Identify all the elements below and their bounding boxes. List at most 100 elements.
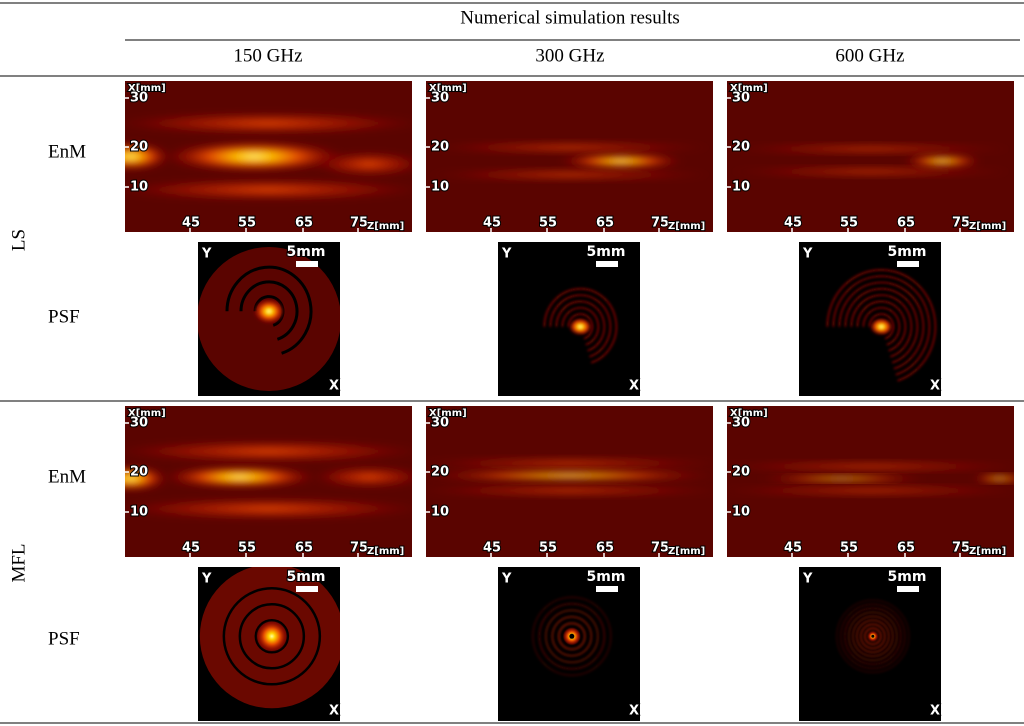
psf-image: [498, 242, 640, 396]
heatmap-bg: [426, 81, 713, 232]
row-group-label: MFL: [8, 543, 29, 582]
heatmap: [727, 81, 1014, 232]
axis-label: Z[mm]: [668, 221, 705, 232]
header-title: Numerical simulation results: [460, 7, 680, 28]
axis-label: Z[mm]: [969, 546, 1006, 557]
tick-label: 20: [431, 465, 449, 480]
tick-label: 10: [431, 505, 449, 520]
tick-label: 30: [130, 91, 148, 106]
scale-label: 5mm: [287, 569, 326, 585]
psf-image: [498, 567, 640, 721]
axis-label: Z[mm]: [969, 221, 1006, 232]
tick-label: 55: [840, 216, 858, 231]
tick-label: 65: [596, 216, 614, 231]
beam: [111, 113, 427, 134]
enm-map: X[mm]30201045556575Z[mm]: [93, 406, 426, 557]
scale-label: 5mm: [888, 569, 927, 585]
beam: [162, 466, 317, 487]
tick-label: 45: [483, 216, 501, 231]
scale-bar: [296, 261, 318, 267]
tick-label: 55: [840, 541, 858, 556]
psf-map: Y 5mm X: [498, 242, 640, 396]
beam: [727, 168, 1014, 176]
axis-label: Z[mm]: [367, 221, 404, 232]
beam: [111, 179, 427, 200]
tick-label: 75: [952, 541, 970, 556]
heatmap-bg: [727, 406, 1014, 557]
psf-image: [197, 242, 341, 396]
heatmap-bg: [426, 406, 713, 557]
tick-label: 20: [130, 140, 148, 155]
tick-label: 55: [238, 541, 256, 556]
psf-bg: [799, 242, 941, 396]
tick-label: 30: [732, 416, 750, 431]
beam: [111, 441, 427, 462]
axis-label: Y: [802, 572, 813, 587]
psf-bg: [498, 242, 640, 396]
beam: [756, 476, 928, 481]
tick-label: 75: [350, 216, 368, 231]
tick-label: 55: [539, 541, 557, 556]
psf-image: [799, 567, 941, 721]
tick-label: 75: [651, 216, 669, 231]
scale-label: 5mm: [287, 244, 326, 260]
figure-table: Numerical simulation results 150 GHz 300 …: [0, 0, 1024, 726]
axis-label: Y: [201, 247, 212, 262]
column-header: 600 GHz: [835, 45, 904, 66]
tick-label: 30: [732, 91, 750, 106]
psf-map: Y 5mm X: [799, 567, 941, 721]
beam: [426, 143, 713, 152]
tick-label: 75: [952, 216, 970, 231]
heatmap: [426, 81, 713, 232]
tick-label: 45: [182, 216, 200, 231]
beam: [727, 145, 1014, 153]
axis-label: X: [930, 379, 940, 394]
tick-label: 45: [182, 541, 200, 556]
psf-map: Y 5mm X: [197, 242, 341, 396]
column-header: 150 GHz: [233, 45, 302, 66]
axis-label: Y: [802, 247, 813, 262]
scale-bar: [596, 261, 618, 267]
beam: [312, 152, 427, 176]
axis-label: Y: [501, 572, 512, 587]
tick-label: 55: [238, 216, 256, 231]
beam: [713, 487, 1024, 495]
scale-bar: [296, 586, 318, 592]
psf-spot: [869, 318, 893, 336]
scale-label: 5mm: [888, 244, 927, 260]
column-header: 300 GHz: [535, 45, 604, 66]
tick-label: 65: [295, 216, 313, 231]
heatmap-bg: [727, 81, 1014, 232]
psf-map: Y5mmX: [198, 564, 344, 721]
tick-label: 65: [295, 541, 313, 556]
axis-label: Y: [501, 247, 512, 262]
tick-label: 30: [431, 91, 449, 106]
tick-label: 45: [784, 541, 802, 556]
scale-label: 5mm: [587, 244, 626, 260]
beam: [426, 170, 713, 179]
tick-label: 65: [596, 541, 614, 556]
axis-label: Z[mm]: [367, 546, 404, 557]
axis-label: X: [930, 704, 940, 719]
beam: [111, 498, 427, 519]
scale-bar: [897, 586, 919, 592]
enm-map: X[mm]30201045556575Z[mm]: [713, 406, 1024, 557]
psf-spot: [253, 298, 285, 324]
heatmap: [713, 406, 1024, 557]
tick-label: 65: [897, 541, 915, 556]
beam: [558, 154, 684, 168]
axis-label: X: [629, 704, 639, 719]
beam: [902, 156, 982, 167]
scale-bar: [596, 586, 618, 592]
axis-label: X: [329, 379, 339, 394]
psf-core: [569, 634, 574, 639]
tick-label: 10: [130, 180, 148, 195]
tick-label: 45: [784, 216, 802, 231]
axis-label: X: [629, 379, 639, 394]
tick-label: 20: [130, 465, 148, 480]
psf-spot: [568, 318, 592, 336]
psf-spot: [256, 620, 288, 652]
